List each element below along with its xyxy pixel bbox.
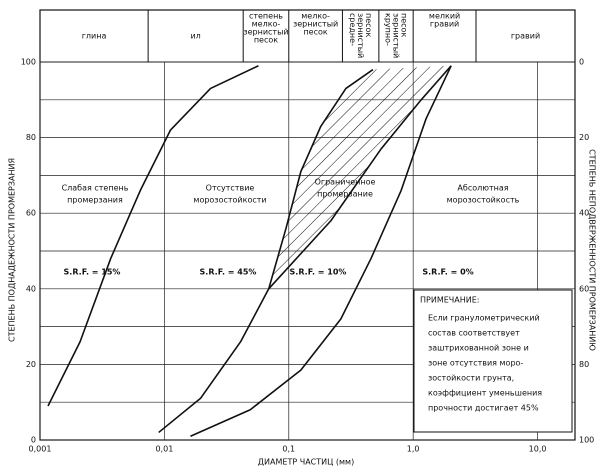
x-tick-label: 1,0	[407, 445, 420, 454]
x-tick-label: 0,001	[29, 445, 52, 454]
srf-label: S.R.F. = 10%	[290, 268, 347, 277]
note-line: состав соответствует	[428, 329, 520, 338]
srf-label: S.R.F. = 15%	[64, 268, 121, 277]
curve	[190, 65, 452, 437]
soil-class-label: ил	[190, 32, 200, 41]
soil-class-label: гравий	[511, 32, 540, 41]
soil-class-label: крупно-	[384, 13, 393, 46]
y2-axis-label: СТЕПЕНЬ НЕПОДВЕРЖЕННОСТИ ПРОМЕРЗАНИЮ	[588, 149, 597, 351]
y2-tick-label: 60	[579, 284, 589, 293]
y-tick-label: 80	[26, 133, 36, 142]
curve	[268, 65, 452, 290]
zone-label: Отсутствие	[206, 184, 255, 193]
hatched-area	[268, 65, 452, 289]
soil-class-label: степень	[249, 12, 283, 21]
soil-class-label: зернистый	[356, 13, 365, 58]
soil-class-label: песок	[303, 28, 327, 37]
soil-class-label: зернистый	[243, 28, 288, 37]
note-title: ПРИМЕЧАНИЕ:	[420, 296, 480, 305]
note-line: прочности достигает 45%	[428, 404, 539, 413]
srf-label: S.R.F. = 0%	[422, 268, 473, 277]
zone-label: морозостойкость	[447, 196, 520, 205]
note-line: зостойкости грунта,	[428, 374, 514, 383]
curve	[158, 68, 374, 434]
y-tick-label: 20	[26, 360, 36, 369]
soil-class-label: мелко-	[301, 12, 330, 21]
soil-class-label: зернистый	[293, 20, 338, 29]
soil-class-label: гравий	[430, 20, 459, 29]
note-line: Если гранулометрический	[428, 314, 540, 323]
x-tick-label: 0,01	[155, 445, 173, 454]
note-line: коэффициент уменьшения	[428, 389, 542, 398]
y-tick-label: 40	[26, 284, 36, 293]
soil-class-label: зернистый	[392, 13, 401, 58]
x-tick-label: 0,1	[282, 445, 295, 454]
zone-label: Слабая степень	[62, 184, 129, 193]
srf-label: S.R.F. = 45%	[200, 268, 257, 277]
soil-class-label: песок	[400, 13, 409, 37]
soil-class-label: мелко-	[252, 20, 281, 29]
y2-tick-label: 40	[579, 209, 589, 218]
zone-label: промерзания	[67, 196, 123, 205]
zone-label: Абсолютная	[457, 184, 508, 193]
y-tick-label: 0	[31, 436, 36, 445]
y-tick-label: 60	[26, 209, 36, 218]
y2-tick-label: 20	[579, 133, 589, 142]
zone-label: Ограниченное	[315, 178, 376, 187]
y2-tick-label: 80	[579, 360, 589, 369]
x-tick-label: 10,0	[529, 445, 547, 454]
note-box	[413, 289, 573, 433]
x-axis-label: ДИАМЕТР ЧАСТИЦ (мм)	[258, 458, 354, 467]
curve	[47, 65, 259, 407]
zone-label: морозостойкости	[193, 196, 266, 205]
y-axis-label: СТЕПЕНЬ ПОДНАДЕЖНОСТИ ПРОМЕРЗАНИЯ	[8, 158, 17, 342]
soil-class-label: песок	[364, 13, 373, 37]
y-tick-label: 100	[21, 58, 36, 67]
note-line: заштрихованной зоне и	[428, 344, 529, 353]
note-line: зоне отсутствия моро-	[428, 359, 523, 368]
zone-label: промерзание	[317, 190, 373, 199]
soil-class-label: средне-	[348, 13, 357, 46]
soil-class-label: песок	[254, 36, 278, 45]
y2-tick-label: 100	[579, 436, 594, 445]
soil-class-label: глина	[82, 32, 107, 41]
y2-tick-label: 0	[579, 58, 584, 67]
soil-class-label: мелкий	[429, 12, 460, 21]
